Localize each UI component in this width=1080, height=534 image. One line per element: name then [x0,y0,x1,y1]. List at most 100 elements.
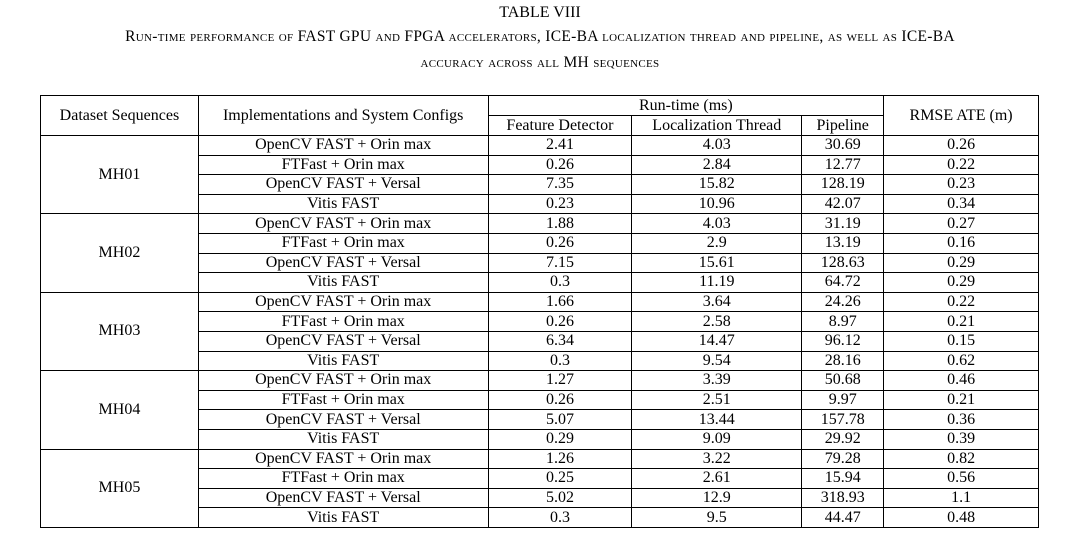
feature-detector-cell: 1.66 [487,292,633,313]
impl-cell: Vitis FAST [197,429,489,450]
table-row: Vitis FAST 0.29 9.09 29.92 0.39 [41,429,1039,450]
localization-thread-cell: 2.58 [631,311,803,332]
table-row: FTFast + Orin max 0.25 2.61 15.94 0.56 [41,468,1039,489]
table-row: MH01 OpenCV FAST + Orin max 2.41 4.03 30… [40,135,1039,215]
feature-detector-cell: 0.29 [487,429,633,450]
feature-detector-cell: 0.3 [487,507,633,528]
table-title: TABLE VIII [499,4,581,21]
localization-thread-cell: 2.84 [631,155,803,176]
header-localization-thread: Localization Thread [631,115,803,136]
dataset-cell: MH01 [40,135,199,215]
impl-cell: FTFast + Orin max [197,311,489,332]
rmse-ate-cell: 0.26 [883,135,1039,156]
feature-detector-cell: 5.02 [487,488,633,509]
rmse-ate-cell: 0.22 [883,155,1039,176]
table-row: Vitis FAST 0.3 9.54 28.16 0.62 [41,351,1039,372]
localization-thread-cell: 3.39 [631,370,803,391]
impl-cell: Vitis FAST [197,272,489,293]
feature-detector-cell: 0.26 [487,155,633,176]
feature-detector-cell: 7.35 [487,174,633,195]
pipeline-cell: 9.97 [801,390,885,411]
impl-cell: OpenCV FAST + Orin max [197,370,489,391]
localization-thread-cell: 10.96 [631,194,803,215]
pipeline-cell: 318.93 [801,488,885,509]
rmse-ate-cell: 0.21 [883,311,1039,332]
impl-cell: OpenCV FAST + Versal [197,253,489,274]
pipeline-cell: 12.77 [801,155,885,176]
localization-thread-cell: 4.03 [631,213,803,234]
dataset-cell: MH05 [40,449,199,528]
impl-cell: OpenCV FAST + Versal [197,488,489,509]
table-row: FTFast + Orin max 0.26 2.84 12.77 0.22 [41,155,1039,176]
rmse-ate-cell: 0.48 [883,507,1039,528]
header-rmse-ate: RMSE ATE (m) [883,95,1039,136]
impl-cell: Vitis FAST [197,351,489,372]
table-row: OpenCV FAST + Versal 7.15 15.61 128.63 0… [41,253,1039,274]
localization-thread-cell: 12.9 [631,488,803,509]
pipeline-cell: 96.12 [801,331,885,352]
header-runtime-group: Run-time (ms) [487,95,885,116]
table-group-mh03: MH03 OpenCV FAST + Orin max 1.66 3.64 24… [40,292,1039,372]
table-row: FTFast + Orin max 0.26 2.58 8.97 0.21 [41,311,1039,332]
impl-cell: OpenCV FAST + Versal [197,409,489,430]
pipeline-cell: 50.68 [801,370,885,391]
rmse-ate-cell: 0.29 [883,272,1039,293]
feature-detector-cell: 1.88 [487,213,633,234]
feature-detector-cell: 0.3 [487,272,633,293]
impl-cell: FTFast + Orin max [197,233,489,254]
header-implementations: Implementations and System Configs [197,95,489,136]
header-feature-detector: Feature Detector [487,115,633,136]
feature-detector-cell: 5.07 [487,409,633,430]
pipeline-cell: 128.19 [801,174,885,195]
table-row: OpenCV FAST + Versal 5.02 12.9 318.93 1.… [41,488,1039,509]
localization-thread-cell: 15.82 [631,174,803,195]
rmse-ate-cell: 0.56 [883,468,1039,489]
table-caption-line-2: accuracy across all MH sequences [420,54,660,71]
rmse-ate-cell: 0.23 [883,174,1039,195]
localization-thread-cell: 9.5 [631,507,803,528]
header-pipeline: Pipeline [801,115,885,136]
table-row: Vitis FAST 0.3 9.5 44.47 0.48 [41,507,1039,528]
impl-cell: Vitis FAST [197,507,489,528]
pipeline-cell: 128.63 [801,253,885,274]
table-caption-line-1: Run-time performance of FAST GPU and FPG… [125,28,955,45]
pipeline-cell: 79.28 [801,449,885,470]
rmse-ate-cell: 0.21 [883,390,1039,411]
localization-thread-cell: 13.44 [631,409,803,430]
feature-detector-cell: 0.25 [487,468,633,489]
impl-cell: OpenCV FAST + Versal [197,331,489,352]
feature-detector-cell: 0.26 [487,233,633,254]
localization-thread-cell: 2.61 [631,468,803,489]
feature-detector-cell: 0.26 [487,390,633,411]
pipeline-cell: 30.69 [801,135,885,156]
localization-thread-cell: 14.47 [631,331,803,352]
pipeline-cell: 64.72 [801,272,885,293]
header-dataset-sequences: Dataset Sequences [40,95,199,136]
dataset-cell: MH03 [40,292,199,372]
rmse-ate-cell: 0.82 [883,449,1039,470]
table-row: FTFast + Orin max 0.26 2.51 9.97 0.21 [41,390,1039,411]
pipeline-cell: 42.07 [801,194,885,215]
feature-detector-cell: 2.41 [487,135,633,156]
impl-cell: OpenCV FAST + Orin max [197,213,489,234]
rmse-ate-cell: 0.62 [883,351,1039,372]
feature-detector-cell: 0.3 [487,351,633,372]
localization-thread-cell: 3.22 [631,449,803,470]
localization-thread-cell: 3.64 [631,292,803,313]
rmse-ate-cell: 0.34 [883,194,1039,215]
pipeline-cell: 157.78 [801,409,885,430]
rmse-ate-cell: 1.1 [883,488,1039,509]
rmse-ate-cell: 0.36 [883,409,1039,430]
table-row: MH04 OpenCV FAST + Orin max 1.27 3.39 50… [40,370,1039,450]
feature-detector-cell: 1.26 [487,449,633,470]
dataset-cell: MH04 [40,370,199,450]
table-group-mh01: MH01 OpenCV FAST + Orin max 2.41 4.03 30… [40,135,1039,215]
table-row: MH02 OpenCV FAST + Orin max 1.88 4.03 31… [40,213,1039,293]
rmse-ate-cell: 0.46 [883,370,1039,391]
pipeline-cell: 13.19 [801,233,885,254]
feature-detector-cell: 0.23 [487,194,633,215]
impl-cell: FTFast + Orin max [197,468,489,489]
pipeline-cell: 29.92 [801,429,885,450]
feature-detector-cell: 1.27 [487,370,633,391]
feature-detector-cell: 7.15 [487,253,633,274]
